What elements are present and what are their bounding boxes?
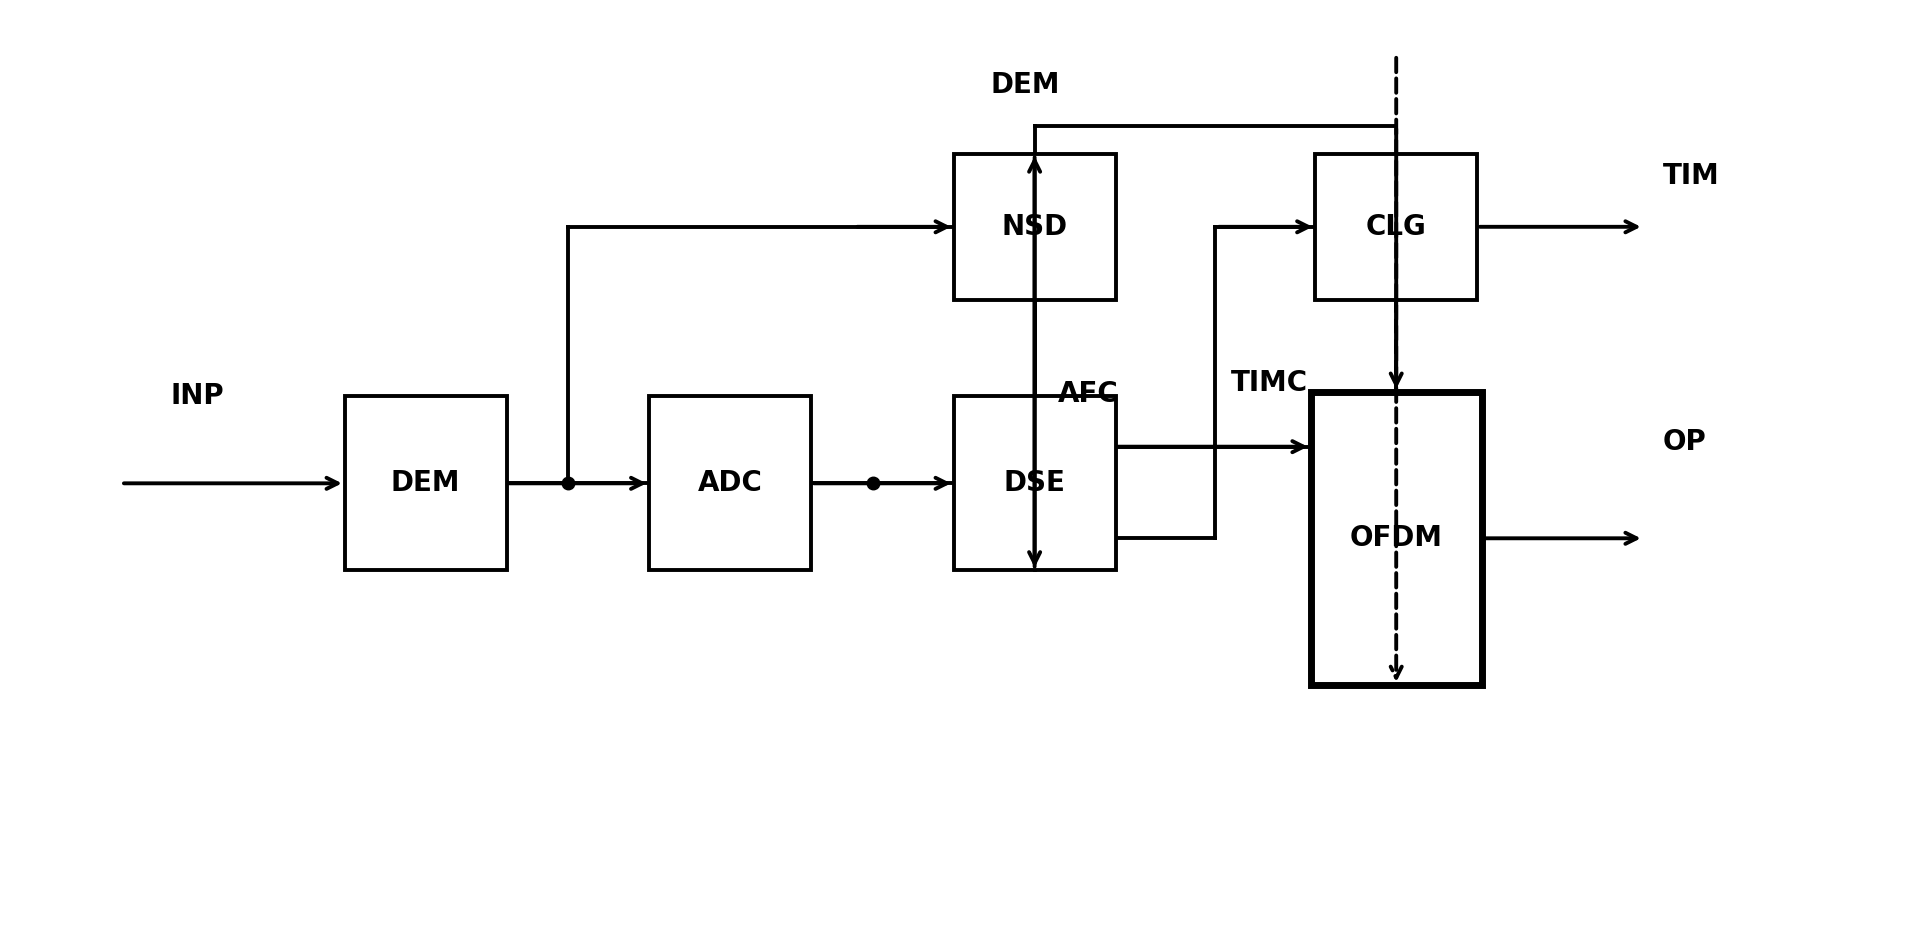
Bar xyxy=(650,396,811,570)
Text: TIMC: TIMC xyxy=(1231,368,1307,396)
Bar xyxy=(955,153,1116,300)
Text: AFC: AFC xyxy=(1058,380,1118,408)
Bar xyxy=(1311,392,1482,684)
Text: DSE: DSE xyxy=(1005,470,1066,498)
Text: DEM: DEM xyxy=(391,470,460,498)
Bar xyxy=(345,396,506,570)
Text: CLG: CLG xyxy=(1365,213,1426,241)
Text: INP: INP xyxy=(171,382,224,410)
Text: DEM: DEM xyxy=(991,71,1060,99)
Text: NSD: NSD xyxy=(1001,213,1068,241)
Bar xyxy=(955,396,1116,570)
Text: TIM: TIM xyxy=(1662,162,1720,190)
Text: ADC: ADC xyxy=(698,470,763,498)
Text: OFDM: OFDM xyxy=(1350,525,1444,552)
Bar xyxy=(1315,153,1478,300)
Text: OP: OP xyxy=(1662,428,1706,456)
